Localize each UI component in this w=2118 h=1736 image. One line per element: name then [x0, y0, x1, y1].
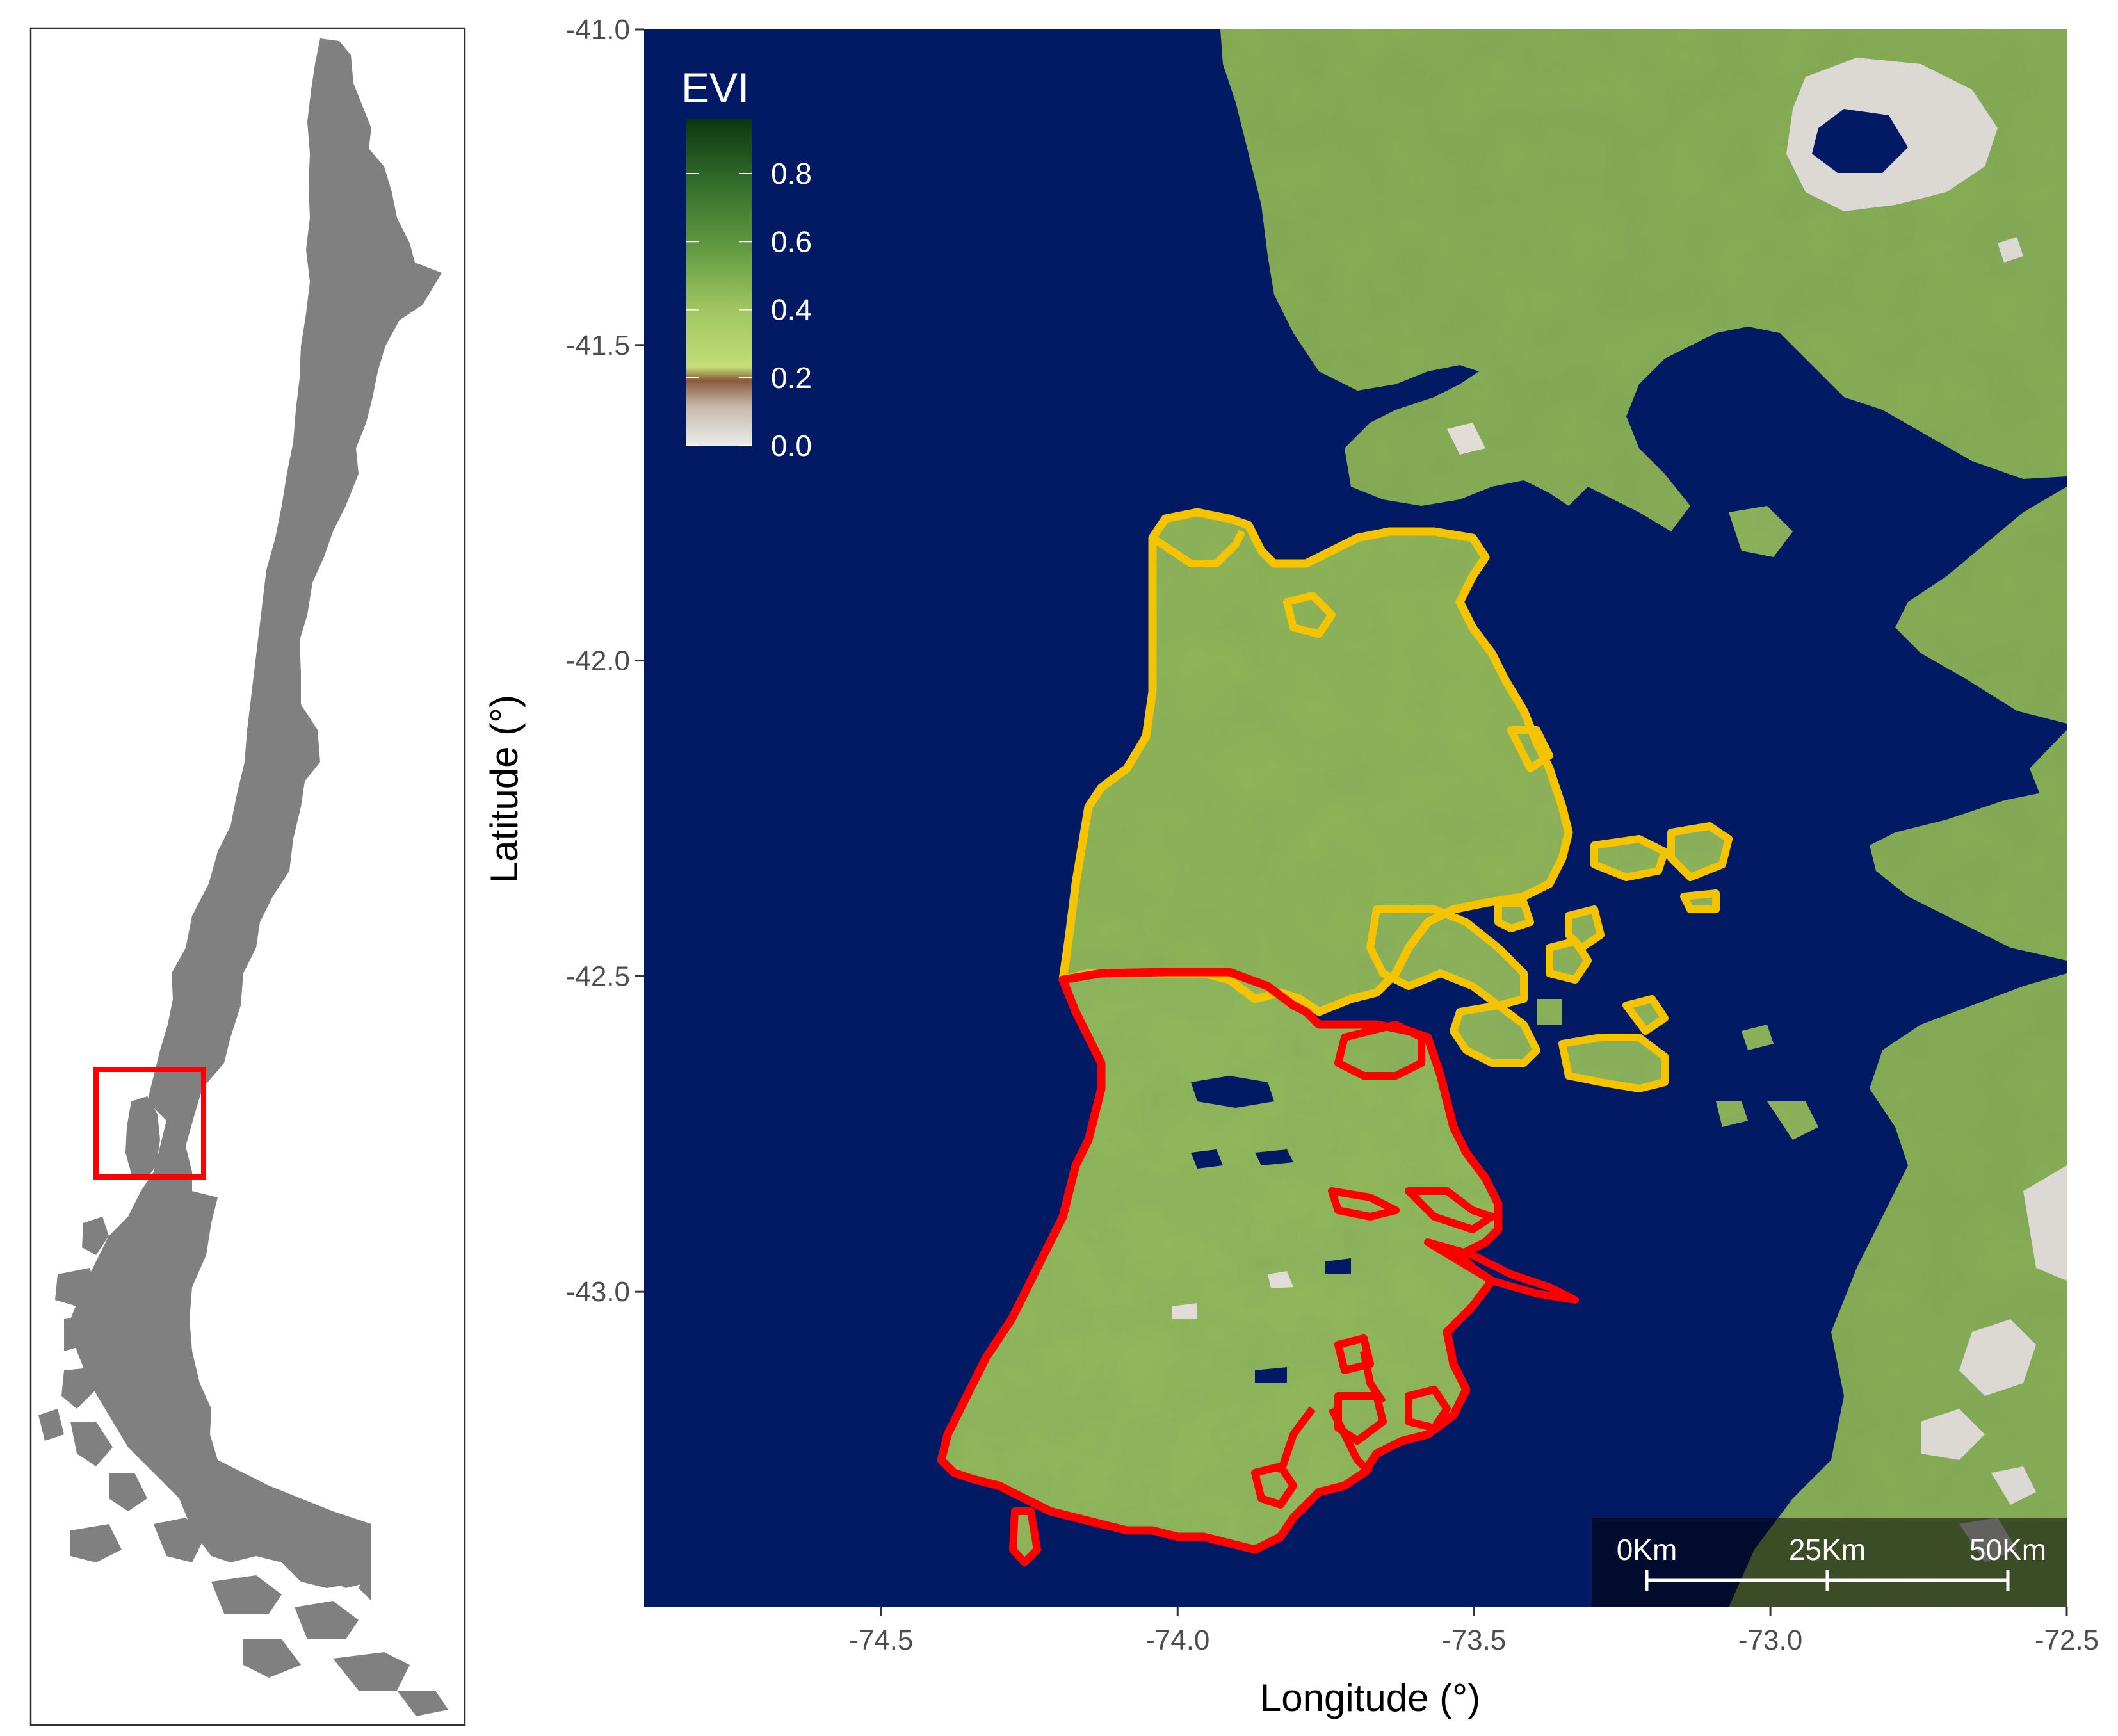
x-tick-label-3: -73.0	[1738, 1625, 1802, 1656]
legend-ticks: 0.8 0.6 0.4 0.2 0.0	[686, 157, 812, 462]
legend-tick-label-4: 0.0	[771, 429, 812, 462]
legend-tick-label-1: 0.6	[771, 225, 812, 258]
inset-locator-box	[93, 1067, 206, 1180]
y-axis: -41.0 -41.5 -42.0 -42.5 -43.0	[566, 14, 644, 1308]
legend-title: EVI	[681, 64, 749, 111]
x-tick-label-0: -74.5	[849, 1625, 913, 1656]
y-tick-label-2: -42.0	[566, 645, 630, 677]
scale-bar-label-25: 25Km	[1789, 1533, 1866, 1566]
inset-patagonia	[301, 1511, 371, 1588]
south-region-outline	[937, 968, 1503, 1554]
x-axis-label: Longitude (°)	[1260, 1676, 1480, 1719]
legend-tick-label-2: 0.4	[771, 293, 812, 327]
legend: EVI 0.8 0.6 0.4 0.2 0.0	[681, 64, 812, 462]
x-tick-label-4: -72.5	[2035, 1625, 2099, 1656]
north-region-outline	[1058, 508, 1573, 1016]
legend-colorbar	[686, 119, 752, 446]
land-east-4	[1729, 973, 2067, 1607]
inset-country-mainland	[70, 38, 442, 1588]
inset-islands	[38, 1217, 448, 1716]
x-tick-label-2: -73.5	[1442, 1625, 1506, 1656]
north-islands-outline	[1150, 530, 1733, 1092]
main-map: 0Km 25Km 50Km EVI 0.80.60.40.20.0 -74.5-…	[483, 14, 2099, 1719]
chiloe-bare	[1172, 423, 1485, 1319]
land-east-1	[1895, 487, 2067, 724]
legend-tick-label-3: 0.2	[771, 361, 812, 394]
y-tick-label-1: -41.5	[566, 330, 630, 361]
y-tick-label-4: -43.0	[566, 1276, 630, 1308]
scale-bar: 0Km 25Km 50Km	[1592, 1518, 2067, 1607]
land-east-3	[1870, 788, 2067, 961]
scale-bar-background	[1592, 1518, 2067, 1607]
land-north-island	[1729, 506, 1793, 557]
legend-tick-label-0: 0.8	[771, 157, 812, 190]
x-axis: -74.5 -74.0 -73.5 -73.0 -72.5	[849, 1607, 2099, 1656]
land-chiloe-north	[1063, 512, 1569, 1012]
scale-bar-label-50: 50Km	[1969, 1533, 2046, 1566]
inset-chiloe	[125, 1096, 160, 1178]
scale-bar-label-0: 0Km	[1617, 1533, 1677, 1566]
y-tick-label-0: -41.0	[566, 14, 630, 45]
inland-water	[1191, 109, 1908, 1383]
x-tick-label-1: -74.0	[1145, 1625, 1209, 1656]
y-axis-label: Latitude (°)	[483, 695, 526, 883]
land-east-2	[2030, 730, 2067, 807]
inset-map	[29, 27, 466, 1726]
y-tick-label-3: -42.5	[566, 961, 630, 992]
south-islands-outline	[1009, 1021, 1579, 1566]
land-chiloe-south	[941, 972, 1498, 1550]
